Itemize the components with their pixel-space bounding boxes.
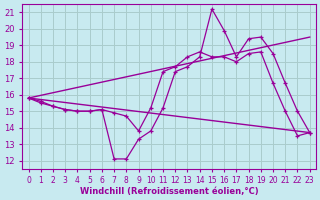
X-axis label: Windchill (Refroidissement éolien,°C): Windchill (Refroidissement éolien,°C) [80, 187, 259, 196]
